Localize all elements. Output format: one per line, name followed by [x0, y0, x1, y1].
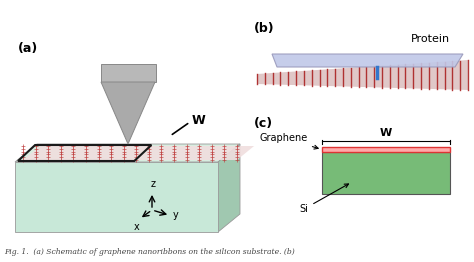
Polygon shape [15, 144, 240, 162]
Text: Fig. 1.  (a) Schematic of graphene nanoribbons on the silicon substrate. (b): Fig. 1. (a) Schematic of graphene nanori… [4, 248, 295, 256]
Text: W: W [380, 128, 392, 138]
Polygon shape [272, 54, 463, 67]
Text: x: x [444, 176, 449, 184]
Text: (b): (b) [254, 22, 274, 35]
Polygon shape [15, 162, 218, 232]
Text: Protein: Protein [410, 34, 449, 44]
Text: z: z [428, 157, 432, 166]
Text: (c): (c) [254, 117, 273, 130]
Polygon shape [101, 82, 155, 144]
Text: y: y [173, 210, 179, 220]
Bar [101, 64, 156, 82]
Polygon shape [23, 146, 254, 160]
Text: (a): (a) [18, 42, 38, 55]
Bar [322, 152, 450, 194]
Text: z: z [151, 179, 155, 189]
Text: W: W [192, 114, 206, 128]
Polygon shape [218, 144, 240, 232]
Text: Si: Si [300, 184, 348, 214]
Text: x: x [134, 222, 139, 232]
Polygon shape [257, 60, 468, 90]
Bar [322, 147, 450, 152]
Text: Graphene: Graphene [260, 133, 318, 149]
